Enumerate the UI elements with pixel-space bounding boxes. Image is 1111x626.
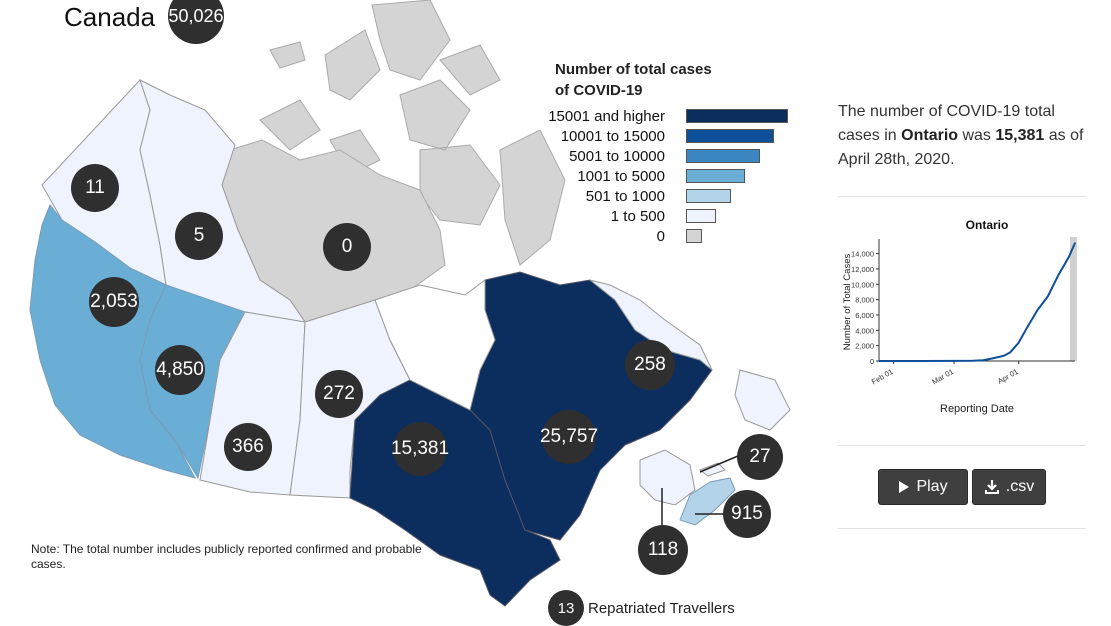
bubble-prince-edward-island[interactable]: 27 bbox=[737, 434, 783, 480]
leader-line-pei bbox=[699, 455, 739, 473]
bubble-new-brunswick[interactable]: 118 bbox=[638, 525, 688, 575]
bubble-repatriated[interactable]: 13 bbox=[548, 590, 584, 626]
region-british-columbia[interactable] bbox=[29, 204, 196, 479]
chart-data-point bbox=[1047, 295, 1049, 297]
chart-x-tick-label: Apr 01 bbox=[996, 367, 1020, 386]
play-button[interactable]: Play bbox=[878, 469, 968, 505]
trend-chart: Ontario 0 2,000 4,000 6,000 8,000 10,000 12,000… bbox=[842, 218, 1077, 415]
summary-text: The number of COVID-19 total cases in On… bbox=[838, 100, 1086, 172]
legend-label: 5001 to 10000 bbox=[569, 148, 665, 165]
legend-swatch bbox=[686, 109, 788, 123]
legend-swatch bbox=[686, 129, 774, 143]
legend-swatch bbox=[686, 149, 760, 163]
divider-bottom bbox=[838, 528, 1086, 529]
bubble-alberta[interactable]: 4,850 bbox=[155, 345, 205, 395]
bubble-nova-scotia[interactable]: 915 bbox=[723, 490, 771, 538]
summary-value: 15,381 bbox=[995, 127, 1045, 144]
legend-label: 1001 to 5000 bbox=[577, 168, 665, 185]
bubble-manitoba[interactable]: 272 bbox=[315, 370, 363, 418]
total-bubble: 50,026 bbox=[168, 0, 224, 44]
chart-data-point bbox=[1003, 354, 1005, 357]
summary-prefix: The number of COVID-19 total cases in bbox=[838, 103, 1055, 144]
bubble-saskatchewan[interactable]: 366 bbox=[224, 423, 272, 471]
legend-swatch bbox=[686, 169, 745, 183]
bubble-northwest-territories[interactable]: 5 bbox=[175, 212, 223, 260]
chart-data-point bbox=[982, 359, 985, 362]
download-icon bbox=[984, 480, 999, 494]
hudson-bay bbox=[374, 279, 496, 411]
region-prince-edward-island[interactable] bbox=[698, 462, 726, 477]
chart-series-line bbox=[879, 242, 1076, 362]
chart-data-point bbox=[921, 360, 924, 362]
chart-data-point bbox=[1017, 341, 1020, 344]
chart-title: Ontario bbox=[966, 218, 1009, 232]
map-area: Canada 50,026 Number of total cases of C… bbox=[29, 0, 791, 626]
bubble-quebec[interactable]: 25,757 bbox=[540, 410, 598, 464]
play-icon bbox=[899, 481, 910, 493]
chart-data-point bbox=[1026, 326, 1028, 329]
chart-y-label: Number of Total Cases bbox=[842, 254, 853, 351]
divider-top bbox=[838, 196, 1086, 197]
legend-title-line2: of COVID-19 bbox=[555, 82, 643, 99]
region-newfoundland-labrador[interactable] bbox=[589, 279, 791, 431]
chart-y-tick-label: 0 bbox=[870, 357, 874, 366]
chart-data-point bbox=[972, 359, 974, 362]
legend-label: 15001 and higher bbox=[548, 108, 665, 125]
chart-data-point bbox=[953, 360, 955, 362]
bubble-yukon[interactable]: 11 bbox=[71, 164, 119, 212]
map-title: Canada bbox=[64, 2, 156, 32]
summary-suffix: as of April 28th, 2020. bbox=[838, 127, 1084, 168]
region-nova-scotia[interactable] bbox=[679, 477, 736, 526]
chart-x-label: Reporting Date bbox=[940, 403, 1014, 415]
chart-x-tick-label: Mar 01 bbox=[930, 367, 955, 386]
bubble-british-columbia[interactable]: 2,053 bbox=[89, 277, 139, 327]
legend-label: 501 to 1000 bbox=[585, 188, 665, 205]
chart-data-point bbox=[992, 357, 995, 359]
summary-province: Ontario bbox=[901, 127, 959, 144]
chart-y-tick-label: 6,000 bbox=[855, 311, 874, 320]
divider-mid bbox=[838, 445, 1086, 446]
summary-mid: was bbox=[958, 127, 996, 144]
legend-swatch bbox=[686, 229, 702, 243]
download-csv-button[interactable]: .csv bbox=[972, 469, 1046, 505]
chart-x-tick-label: Feb 01 bbox=[870, 367, 895, 386]
map-note: Note: The total number includes publicly… bbox=[31, 542, 422, 571]
play-label: Play bbox=[916, 478, 948, 495]
chart-data-point bbox=[1036, 309, 1039, 311]
region-nunavut-islands[interactable] bbox=[259, 0, 566, 266]
chart-data-point bbox=[1057, 274, 1060, 276]
region-new-brunswick[interactable] bbox=[639, 449, 696, 506]
chart-data-point bbox=[1067, 256, 1070, 259]
chart-highlight-bar bbox=[1069, 237, 1077, 361]
legend-label: 1 to 500 bbox=[610, 208, 665, 225]
chart-data-point bbox=[878, 360, 880, 362]
bubble-newfoundland-labrador[interactable]: 258 bbox=[625, 340, 675, 390]
csv-label: .csv bbox=[1005, 478, 1035, 495]
chart-y-tick-label: 10,000 bbox=[851, 280, 874, 289]
bubble-nunavut[interactable]: 0 bbox=[323, 223, 371, 271]
chart-y-tick-label: 8,000 bbox=[855, 296, 874, 305]
side-panel: The number of COVID-19 total cases in On… bbox=[838, 0, 1086, 623]
legend-title-line1: Number of total cases bbox=[555, 61, 712, 78]
bubble-ontario[interactable]: 15,381 bbox=[391, 422, 449, 476]
chart-data-point bbox=[1074, 242, 1076, 244]
legend-swatch bbox=[686, 209, 716, 223]
legend-swatch bbox=[686, 189, 731, 203]
repatriated-label: Repatriated Travellers bbox=[588, 600, 735, 617]
legend-title: Number of total cases of COVID-19 bbox=[555, 59, 755, 101]
chart-data-point bbox=[1009, 351, 1012, 354]
chart-y-tick-label: 4,000 bbox=[855, 326, 874, 335]
chart-y-tick-label: 14,000 bbox=[851, 250, 874, 259]
legend-label: 0 bbox=[656, 228, 665, 245]
legend-label: 10001 to 15000 bbox=[560, 128, 665, 145]
chart-y-tick-label: 12,000 bbox=[851, 265, 874, 274]
chart-y-tick-label: 2,000 bbox=[855, 342, 874, 351]
